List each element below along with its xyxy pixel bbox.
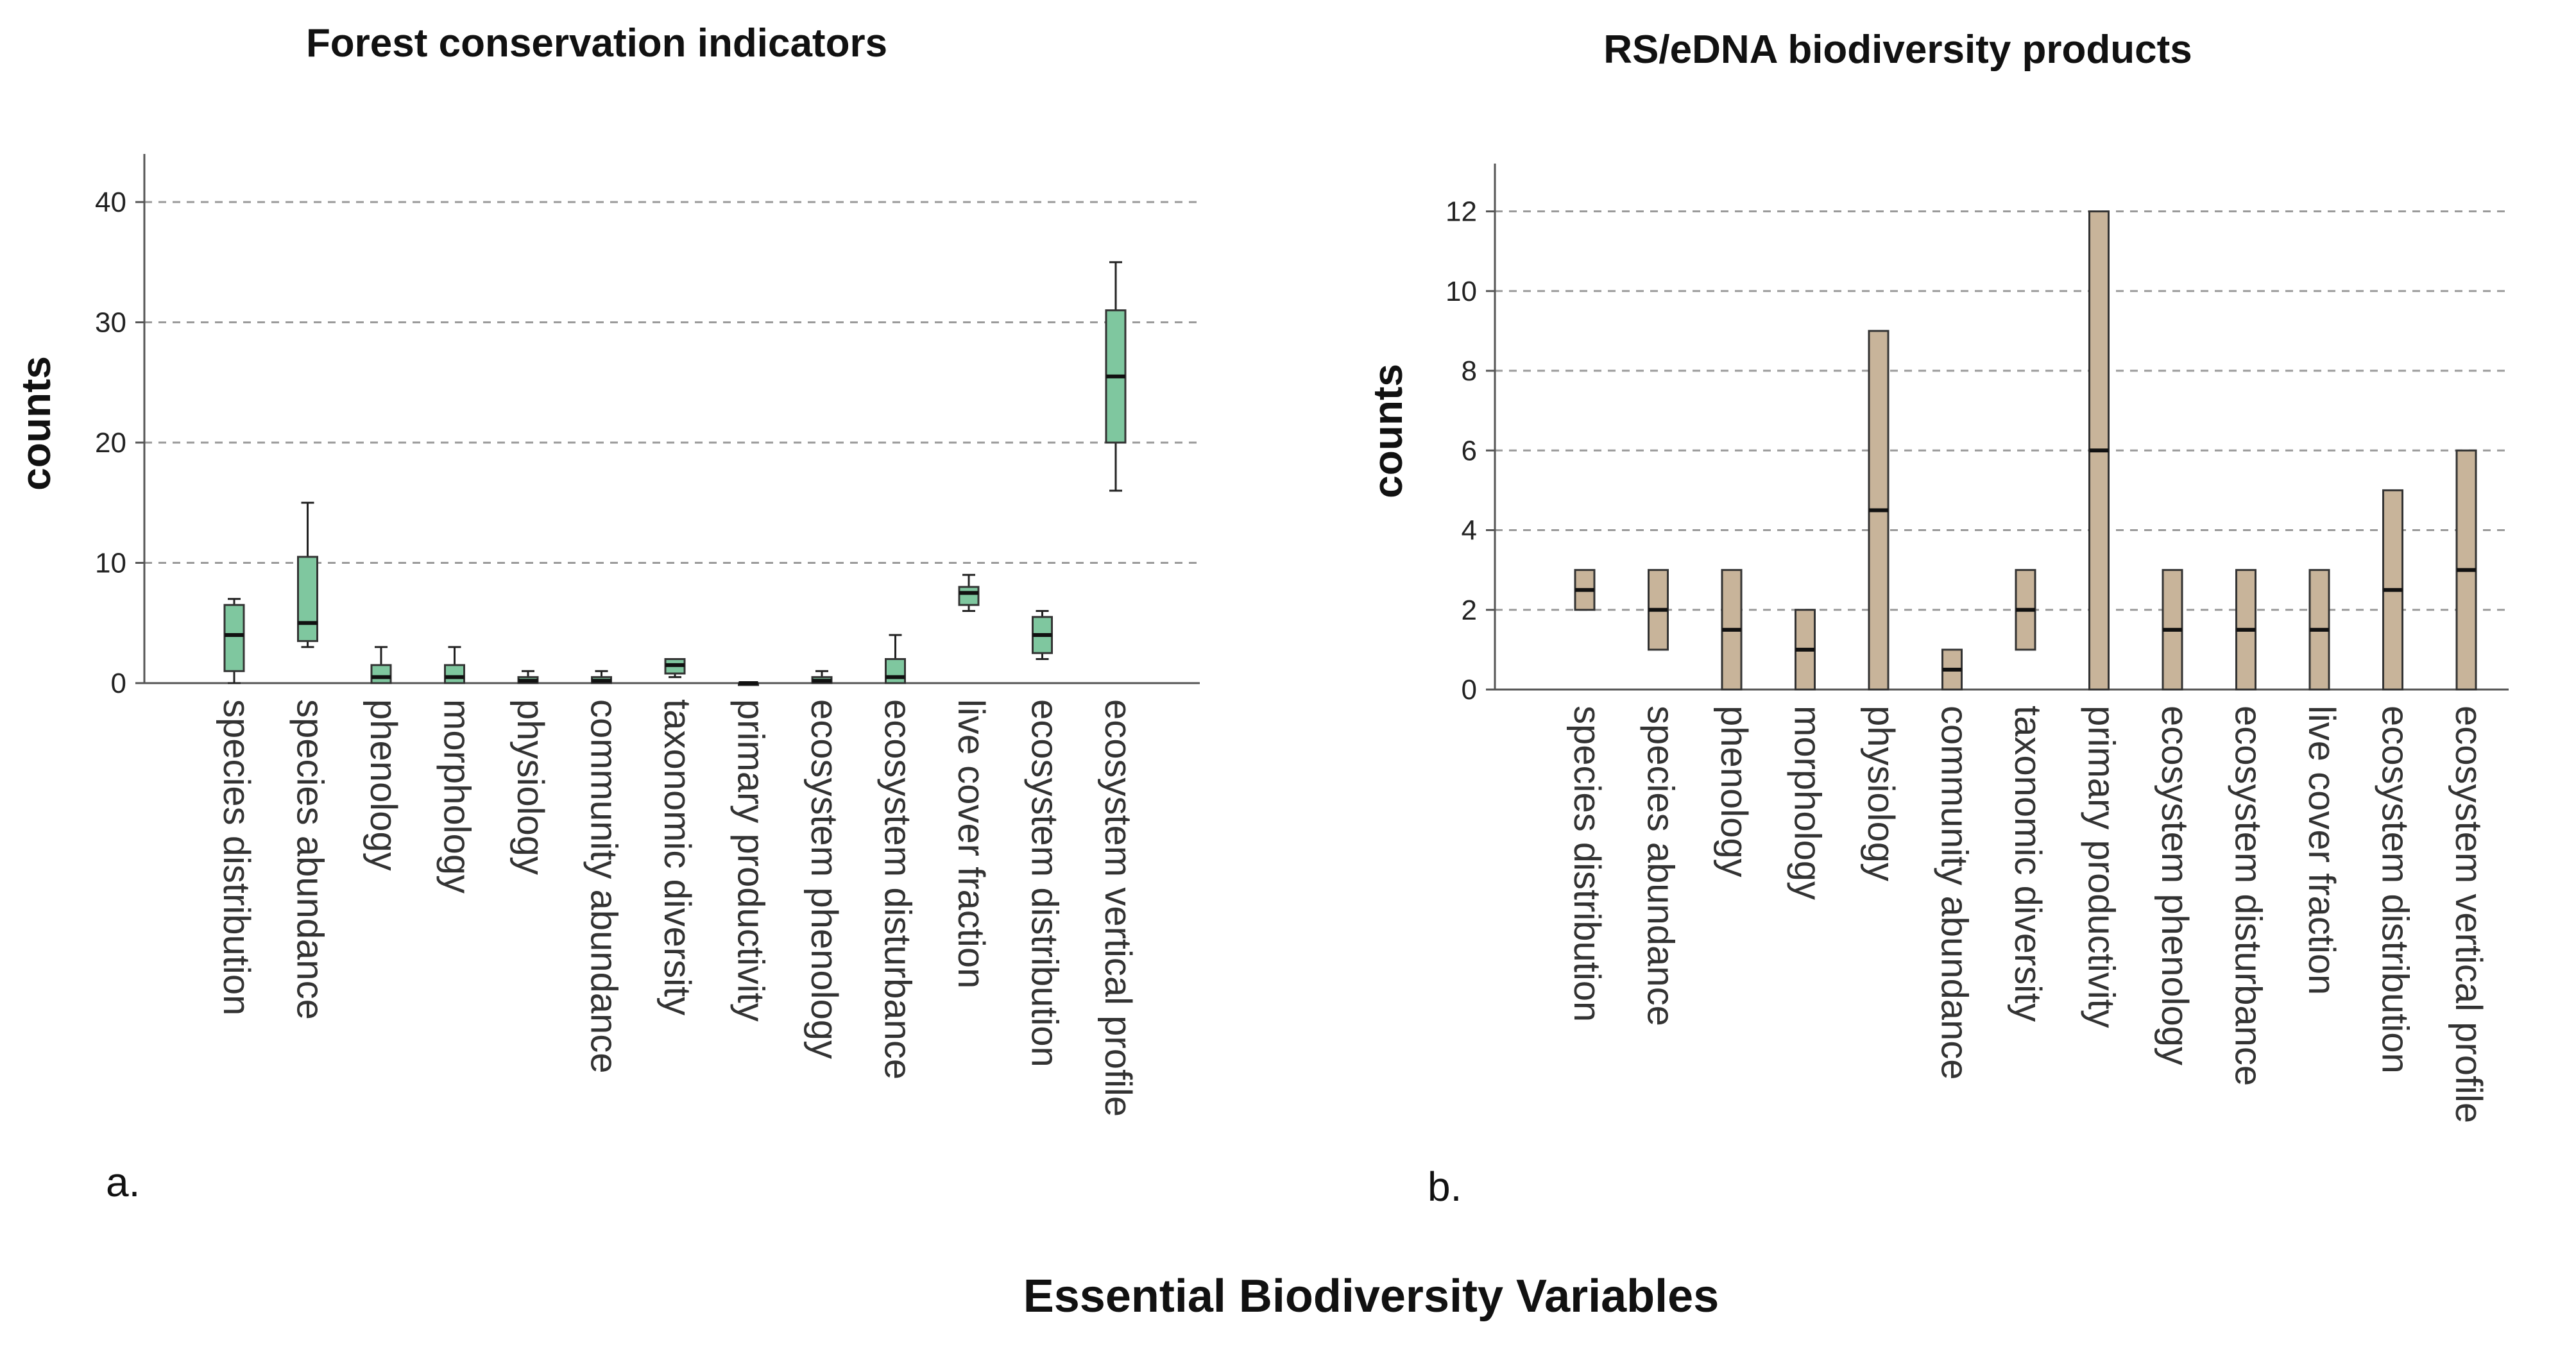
panel-b-category-label: species distribution <box>1566 706 1608 1022</box>
panel-b-y-tick-label: 6 <box>1462 435 1477 466</box>
shared-x-axis-label: Essential Biodiversity Variables <box>1023 1271 1719 1322</box>
panel-b-category-label: species abundance <box>1640 706 1682 1026</box>
panel-a-box-5 <box>591 670 612 684</box>
panel-a-category-label: morphology <box>436 699 478 894</box>
panel-b-box-0 <box>1574 569 1596 611</box>
panel-a-box-2 <box>370 646 392 684</box>
panel-a-y-tick-label: 20 <box>95 427 126 459</box>
panel-b-box-7 <box>2088 210 2110 691</box>
box-iqr <box>958 586 980 606</box>
panel-a-box-7 <box>738 681 759 686</box>
panel-b-y-tick-label: 10 <box>1446 276 1477 307</box>
panel-a-category-label: primary productivity <box>730 699 772 1022</box>
panel-a-y-axis-label: counts <box>13 356 59 491</box>
panel-b-box-2 <box>1721 569 1743 691</box>
panel-b-category-label: taxonomic diversity <box>2007 706 2049 1022</box>
panel-b-y-tick-label: 0 <box>1462 674 1477 706</box>
panel-b-box-3 <box>1795 609 1816 691</box>
box-iqr <box>370 664 392 684</box>
panel-a-category-label: species abundance <box>289 699 331 1020</box>
panel-a-box-9 <box>885 634 906 684</box>
panel-b-box-10 <box>2308 569 2330 691</box>
panel-b-category-label: ecosystem vertical profile <box>2448 706 2489 1123</box>
panel-a-box-6 <box>664 658 686 679</box>
panel-b-box-6 <box>2015 569 2036 651</box>
panel-a-box-11 <box>1032 610 1053 660</box>
panel-b-category-label: ecosystem disturbance <box>2228 706 2269 1086</box>
panel-b-category-label: physiology <box>1860 706 1902 881</box>
panel-b-box-1 <box>1648 569 1669 651</box>
panel-a-title: Forest conservation indicators <box>306 21 887 65</box>
box-iqr <box>444 664 465 684</box>
box-iqr <box>297 555 318 642</box>
panel-b-chart: RS/eDNA biodiversity products counts 0 2 4… <box>1365 28 2509 1210</box>
panel-a-box-3 <box>444 646 465 684</box>
panel-b-y-tick-label: 8 <box>1462 355 1477 387</box>
panel-b-category-label: community abundance <box>1934 706 1975 1080</box>
box-iqr <box>223 604 245 672</box>
panel-a-chart: Forest conservation indicators counts 0 1… <box>13 21 1200 1205</box>
panel-b-plot-area: 0 2 4 6 8 10 12 species distribution species abu… <box>1446 164 2509 1123</box>
panel-b-box-9 <box>2235 569 2256 691</box>
panel-b-box-4 <box>1868 330 1889 691</box>
panel-b-box-11 <box>2382 489 2403 691</box>
panel-b-title: RS/eDNA biodiversity products <box>1603 28 2192 72</box>
panel-a-category-label: community abundance <box>583 699 625 1074</box>
panel-b-box-5 <box>1941 648 1963 691</box>
panel-a-category-label: taxonomic diversity <box>656 699 698 1015</box>
panel-a-category-label: phenology <box>363 699 404 871</box>
panel-b-box-8 <box>2162 569 2183 691</box>
panel-a-plot-area: 0 10 20 30 40 species distribution species abu… <box>95 154 1200 1117</box>
panel-a-box-0 <box>223 598 245 684</box>
panel-a-box-1 <box>297 502 318 648</box>
panel-a-box-12 <box>1105 261 1127 492</box>
panel-b-label: b. <box>1428 1164 1462 1210</box>
panel-a-category-label: physiology <box>509 699 551 875</box>
panel-a-box-10 <box>958 573 980 612</box>
panel-b-box-12 <box>2455 449 2477 691</box>
panel-a-category-label: ecosystem phenology <box>803 699 845 1059</box>
panel-b-category-label: primary productivity <box>2081 706 2122 1028</box>
panel-a-category-label: live cover fraction <box>950 699 992 988</box>
box-iqr <box>885 658 906 684</box>
panel-b-category-label: ecosystem phenology <box>2154 706 2196 1065</box>
panel-a-category-label: ecosystem disturbance <box>877 699 919 1080</box>
panel-a-category-label: ecosystem distribution <box>1024 699 1066 1067</box>
panel-a-y-tick-label: 30 <box>95 307 126 339</box>
panel-a-category-label: ecosystem vertical profile <box>1097 699 1139 1117</box>
panel-a-y-tick-label: 0 <box>111 668 126 699</box>
panel-b-y-axis-label: counts <box>1365 364 1411 498</box>
panel-a-category-label: species distribution <box>216 699 257 1015</box>
panel-a-y-tick-label: 40 <box>95 187 126 218</box>
panel-a-label: a. <box>106 1159 140 1205</box>
panel-b-category-label: morphology <box>1787 706 1829 900</box>
panel-b-y-tick-label: 4 <box>1462 515 1477 546</box>
panel-b-y-tick-label: 2 <box>1462 595 1477 626</box>
panel-a-box-8 <box>811 670 833 684</box>
panel-b-category-label: ecosystem distribution <box>2375 706 2416 1074</box>
panel-a-y-tick-label: 10 <box>95 548 126 579</box>
panel-b-category-label: phenology <box>1713 706 1755 877</box>
panel-b-y-tick-label: 12 <box>1446 196 1477 228</box>
panel-b-category-label: live cover fraction <box>2301 706 2342 995</box>
panel-a-box-4 <box>517 670 539 684</box>
